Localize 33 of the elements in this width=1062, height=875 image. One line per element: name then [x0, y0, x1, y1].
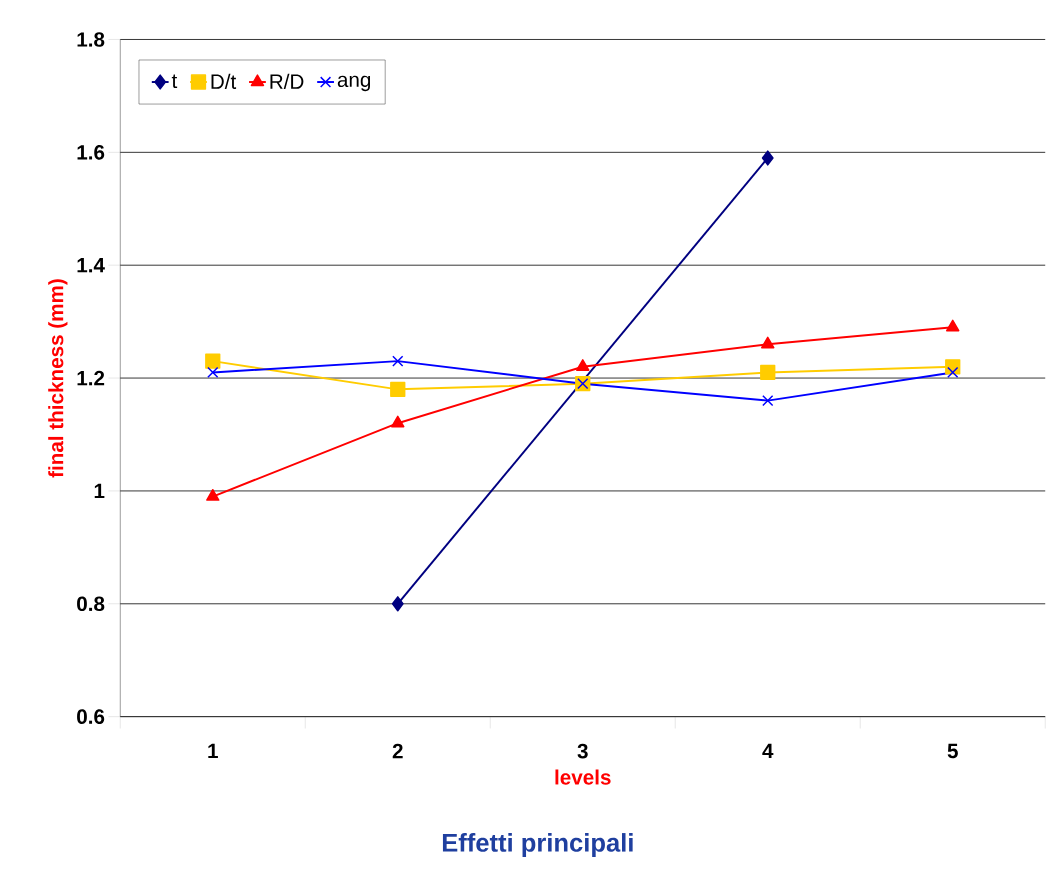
- legend-label: ang: [337, 75, 371, 92]
- x-tick-label: 1: [208, 744, 218, 759]
- y-tick-label: 1: [94, 484, 105, 499]
- point: [206, 489, 220, 501]
- point: [946, 319, 960, 332]
- point: [390, 381, 406, 398]
- x-tick-label: 2: [392, 744, 403, 759]
- legend-label: R/D: [270, 74, 304, 90]
- point: [205, 353, 221, 369]
- point: [207, 367, 219, 379]
- y-axis-title: final thickness (mm): [48, 279, 68, 478]
- y-tick-label: 1.4: [77, 258, 105, 273]
- point: [761, 150, 774, 166]
- legend-label: t: [171, 74, 178, 89]
- point: [762, 395, 774, 407]
- point: [760, 364, 776, 381]
- x-axis-title: levels: [555, 769, 611, 785]
- y-tick-label: 1.8: [77, 32, 105, 47]
- point: [391, 596, 404, 612]
- x-tick-label: 4: [762, 744, 774, 759]
- x-tick-label: 5: [947, 744, 958, 759]
- point: [391, 415, 405, 428]
- point: [761, 336, 775, 349]
- point: [392, 355, 404, 367]
- point: [947, 367, 959, 379]
- y-tick-label: 0.8: [77, 596, 105, 612]
- x-tick-label: 3: [577, 744, 588, 759]
- text: Effetti principali: [442, 833, 633, 858]
- legend-label: D/t: [211, 74, 237, 90]
- point: [576, 359, 590, 372]
- y-tick-label: 1.6: [77, 145, 105, 160]
- y-tick-label: 1.2: [77, 371, 105, 386]
- y-tick-label: 0.6: [77, 709, 105, 725]
